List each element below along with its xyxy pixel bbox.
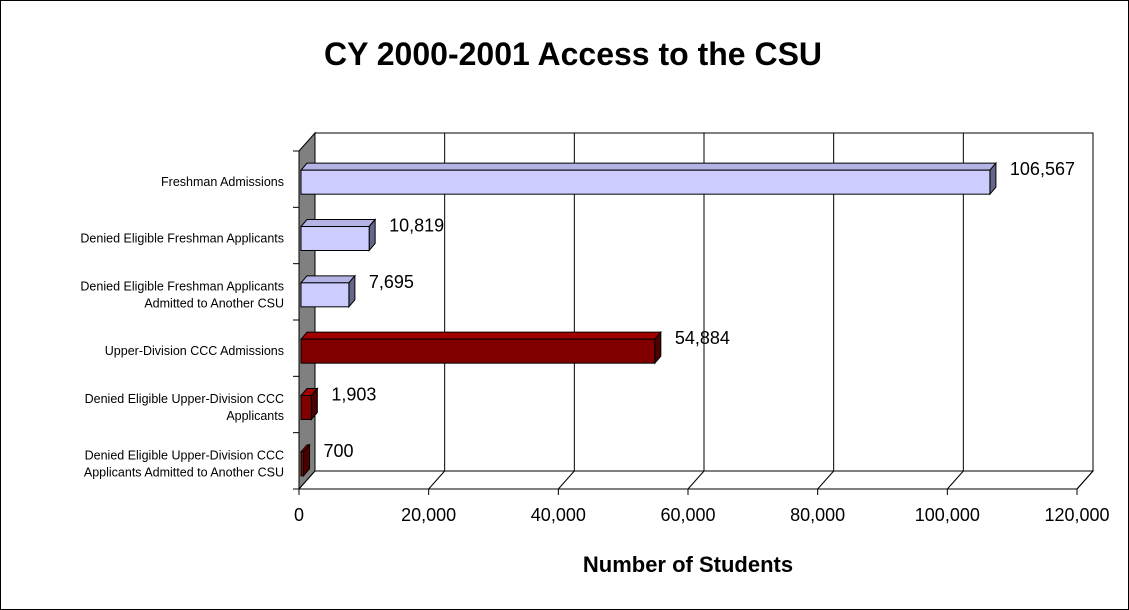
data-label: 700 bbox=[324, 441, 354, 461]
category-label: Applicants bbox=[226, 409, 284, 423]
category-label: Denied Eligible Freshman Applicants bbox=[80, 279, 284, 293]
bar bbox=[300, 338, 656, 364]
bar-group bbox=[299, 274, 356, 309]
data-label: 54,884 bbox=[675, 328, 730, 348]
category-label: Denied Eligible Freshman Applicants bbox=[80, 232, 284, 246]
data-label: 7,695 bbox=[369, 272, 414, 292]
bar-group bbox=[299, 161, 997, 196]
bar bbox=[300, 282, 350, 308]
bar bbox=[300, 169, 991, 195]
floor-gridline bbox=[557, 470, 575, 490]
bar-top bbox=[299, 162, 997, 171]
plot-area: 0 20,000 40,000 60,000 80,000 100,000 120,000 1… bbox=[80, 131, 1110, 525]
bar-top bbox=[299, 275, 356, 284]
bar-group bbox=[299, 218, 377, 252]
bar-top bbox=[299, 331, 662, 340]
x-tick-label: 0 bbox=[294, 505, 304, 525]
category-label: Freshman Admissions bbox=[161, 175, 284, 189]
data-label: 10,819 bbox=[389, 216, 444, 236]
category-label: Denied Eligible Upper-Division CCC bbox=[85, 448, 284, 462]
x-tick-label: 100,000 bbox=[915, 505, 980, 525]
bar bbox=[300, 226, 370, 251]
x-tick-label: 80,000 bbox=[790, 505, 845, 525]
floor-gridline bbox=[1076, 470, 1094, 490]
x-tick-label: 40,000 bbox=[531, 505, 586, 525]
category-label: Denied Eligible Upper-Division CCC bbox=[85, 392, 284, 406]
bar bbox=[300, 451, 305, 477]
chart-title: CY 2000-2001 Access to the CSU bbox=[324, 36, 822, 72]
x-axis-title: Number of Students bbox=[583, 552, 793, 577]
floor-gridline bbox=[817, 470, 835, 490]
floor-gridline bbox=[946, 470, 964, 490]
bar bbox=[300, 395, 312, 420]
floor-gridline bbox=[687, 470, 705, 490]
x-tick-label: 20,000 bbox=[401, 505, 456, 525]
x-tick-label: 120,000 bbox=[1044, 505, 1109, 525]
bar-group bbox=[299, 387, 319, 421]
data-label: 1,903 bbox=[331, 385, 376, 405]
bar-group bbox=[299, 443, 311, 478]
floor-gridline bbox=[428, 470, 446, 490]
bar-group bbox=[299, 330, 662, 365]
category-label: Applicants Admitted to Another CSU bbox=[84, 465, 284, 479]
bar-top bbox=[299, 219, 377, 227]
category-label: Upper-Division CCC Admissions bbox=[105, 344, 284, 358]
x-tick-label: 60,000 bbox=[660, 505, 715, 525]
data-label: 106,567 bbox=[1010, 159, 1075, 179]
category-label: Admitted to Another CSU bbox=[144, 296, 284, 310]
